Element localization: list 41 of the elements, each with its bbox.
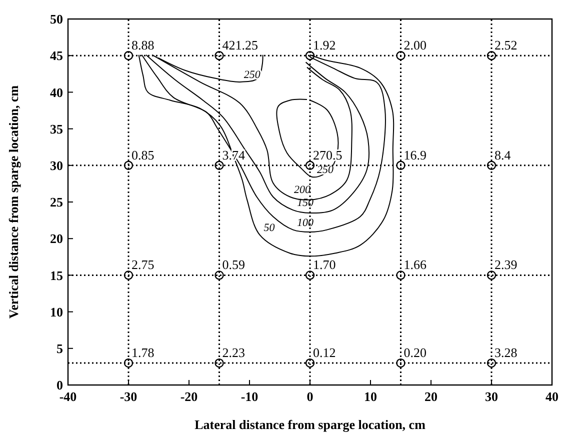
y-tick-label: 50 xyxy=(50,12,63,27)
annotation: 1.78 xyxy=(132,345,154,360)
annotation: 0.85 xyxy=(132,147,154,162)
series-label: 50 xyxy=(264,222,276,234)
x-tick-label: -30 xyxy=(120,389,138,404)
annotation: 0.12 xyxy=(313,345,336,360)
annotation: 16.9 xyxy=(404,147,426,162)
y-tick-label: 10 xyxy=(50,304,63,320)
y-tick-label: 30 xyxy=(50,158,63,173)
annotation: 2.75 xyxy=(132,257,154,272)
annotation: 8.88 xyxy=(132,38,154,53)
annotation: 2.52 xyxy=(494,38,518,53)
annotation: 2.23 xyxy=(222,345,245,360)
x-tick-label: 10 xyxy=(364,389,377,404)
y-tick-label: 15 xyxy=(50,268,64,283)
y-tick-label: 5 xyxy=(56,340,64,356)
annotation: 1.66 xyxy=(404,257,427,272)
x-tick-label: 0 xyxy=(306,389,314,404)
x-tick-label: -10 xyxy=(240,389,258,404)
y-tick-label: 25 xyxy=(50,194,64,210)
x-tick-label: 20 xyxy=(424,389,438,404)
annotation: 2.00 xyxy=(404,38,426,53)
x-axis-title: Lateral distance from sparge location, cm xyxy=(194,417,426,432)
annotation: 0.20 xyxy=(404,345,426,360)
y-tick-label: 45 xyxy=(50,48,64,64)
y-tick-label: 35 xyxy=(50,121,64,136)
y-tick-label: 20 xyxy=(50,231,63,246)
series-label: 100 xyxy=(297,216,314,229)
annotation: 1.70 xyxy=(313,257,336,272)
annotation: 2.39 xyxy=(494,257,518,272)
x-tick-label: 40 xyxy=(546,389,558,404)
annotation: 3.28 xyxy=(494,345,518,360)
annotation: 0.59 xyxy=(222,257,245,272)
annotation: 1.92 xyxy=(313,38,336,53)
annotation: 8.4 xyxy=(494,147,512,162)
x-tick-label: 30 xyxy=(485,389,498,404)
annotation: 421.25 xyxy=(222,38,258,53)
series-label: 200 xyxy=(294,184,312,196)
x-tick-label: -20 xyxy=(180,389,198,404)
y-axis-title: Vertical distance from sparge location, cm xyxy=(6,85,21,319)
y-tick-label: 40 xyxy=(50,84,63,100)
